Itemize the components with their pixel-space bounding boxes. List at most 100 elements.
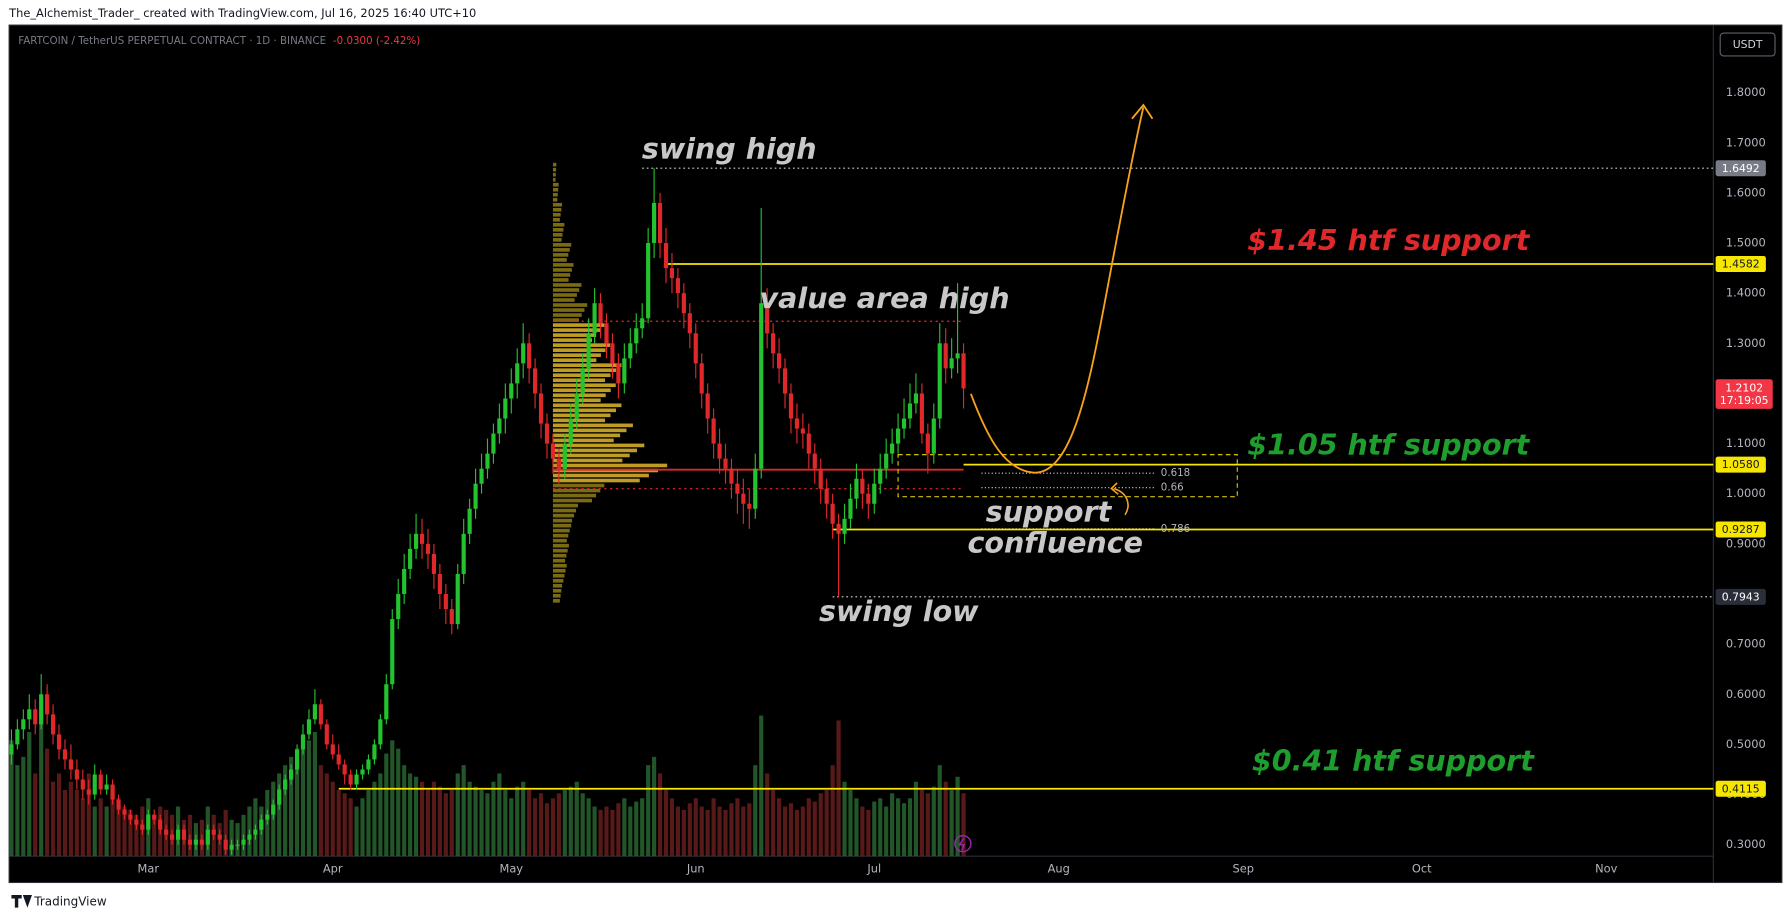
candle-body (437, 573, 442, 594)
volume-bar (961, 793, 966, 857)
volume-bar (384, 753, 389, 857)
candle-body (568, 418, 573, 444)
level-badge (1715, 588, 1766, 605)
volume-bar (937, 765, 942, 857)
volume-bar (473, 786, 478, 857)
x-tick-label: May (499, 861, 523, 875)
volume-bar (402, 765, 407, 857)
volume-profile-bar (552, 308, 585, 312)
volume-profile-bar (552, 473, 649, 478)
candle-body (533, 368, 538, 394)
volume-bar (378, 773, 383, 857)
candle-body (717, 443, 722, 459)
volume-profile-bar (552, 498, 593, 503)
candle-body (110, 784, 115, 800)
volume-bar (925, 793, 930, 857)
volume-bar (223, 809, 228, 857)
y-tick-label: 1.3000 (1726, 336, 1766, 350)
currency-label[interactable]: USDT (1733, 38, 1763, 51)
volume-bar (354, 806, 359, 857)
volume-bar (312, 732, 317, 857)
volume-bar (455, 773, 460, 857)
volume-profile-bar (552, 238, 562, 242)
volume-profile-bar (552, 528, 570, 533)
volume-bar (806, 798, 811, 857)
level-price-label: 1.4582 (1722, 258, 1760, 271)
candle-body (229, 844, 234, 850)
y-tick-label: 1.8000 (1726, 85, 1766, 99)
symbol-line: FARTCOIN / TetherUS PERPETUAL CONTRACT ·… (18, 35, 420, 47)
event-icon[interactable] (954, 834, 972, 853)
volume-bar (794, 809, 800, 857)
candle-body (74, 769, 79, 780)
last-price-label: 1.2102 (1725, 381, 1763, 394)
volume-profile-bar (552, 338, 593, 342)
volume-bar (80, 798, 85, 857)
volume-bar (895, 798, 901, 857)
candle-body (271, 804, 276, 815)
candle-body (878, 468, 883, 484)
volume-bar (741, 806, 746, 857)
candle-body (122, 809, 127, 815)
candle-body (788, 393, 794, 419)
y-tick-label: 0.6000 (1726, 687, 1766, 701)
candle-body (669, 268, 675, 279)
x-tick-label: Nov (1595, 861, 1618, 875)
volume-bar (842, 781, 847, 857)
candle-body (503, 398, 508, 419)
volume-profile-bar (552, 548, 568, 553)
candle-body (396, 593, 401, 620)
volume-profile-bar (552, 313, 582, 317)
candle-body (312, 704, 317, 720)
volume-bar (657, 773, 663, 857)
volume-bar (931, 786, 936, 857)
candle-body (598, 303, 603, 324)
volume-bar (723, 809, 728, 857)
projection-curve (970, 107, 1145, 474)
volume-bar (235, 823, 240, 857)
volume-profile-bar (552, 568, 566, 573)
volume-bar (45, 748, 50, 857)
candle-body (884, 453, 889, 469)
volume-bar (640, 798, 645, 857)
candle-body (211, 829, 216, 835)
volume-bar (289, 756, 294, 857)
volume-profile-bar (552, 298, 575, 302)
volume-bar (122, 806, 127, 857)
level-layer (338, 167, 1714, 790)
candle-body (735, 483, 740, 494)
candle-body (806, 433, 811, 454)
volume-bar (372, 781, 377, 857)
x-tick-label: Sep (1232, 861, 1254, 875)
brand: TradingView (33, 894, 107, 908)
candle-body (895, 428, 901, 444)
x-tick-label: Mar (138, 861, 160, 875)
candle-body (164, 829, 169, 835)
volume-bar (152, 814, 157, 857)
candle-body (687, 313, 692, 334)
volume-bar (776, 798, 782, 857)
volume-bar (598, 809, 603, 857)
y-tick-label: 1.1000 (1726, 436, 1766, 450)
volume-bar (652, 756, 657, 857)
currency-button[interactable] (1719, 32, 1776, 57)
volume-bar (27, 732, 32, 857)
volume-profile-bar (552, 448, 638, 453)
volume-bar (878, 798, 883, 857)
candle-body (98, 774, 103, 790)
volume-profile-bar (552, 443, 645, 448)
candle-body (431, 553, 437, 574)
volume-bar (628, 806, 633, 857)
candle-body (62, 749, 68, 760)
volume-bar (449, 789, 454, 857)
candle-body (336, 754, 341, 765)
volume-profile-bar (552, 278, 569, 282)
volume-bar (747, 803, 752, 857)
candle-body (538, 393, 544, 424)
volume-bar (128, 809, 133, 857)
volume-bar (283, 765, 288, 857)
volume-profile-bar (552, 182, 559, 187)
volume-bar (574, 781, 579, 857)
volume-profile-bar (552, 503, 579, 508)
